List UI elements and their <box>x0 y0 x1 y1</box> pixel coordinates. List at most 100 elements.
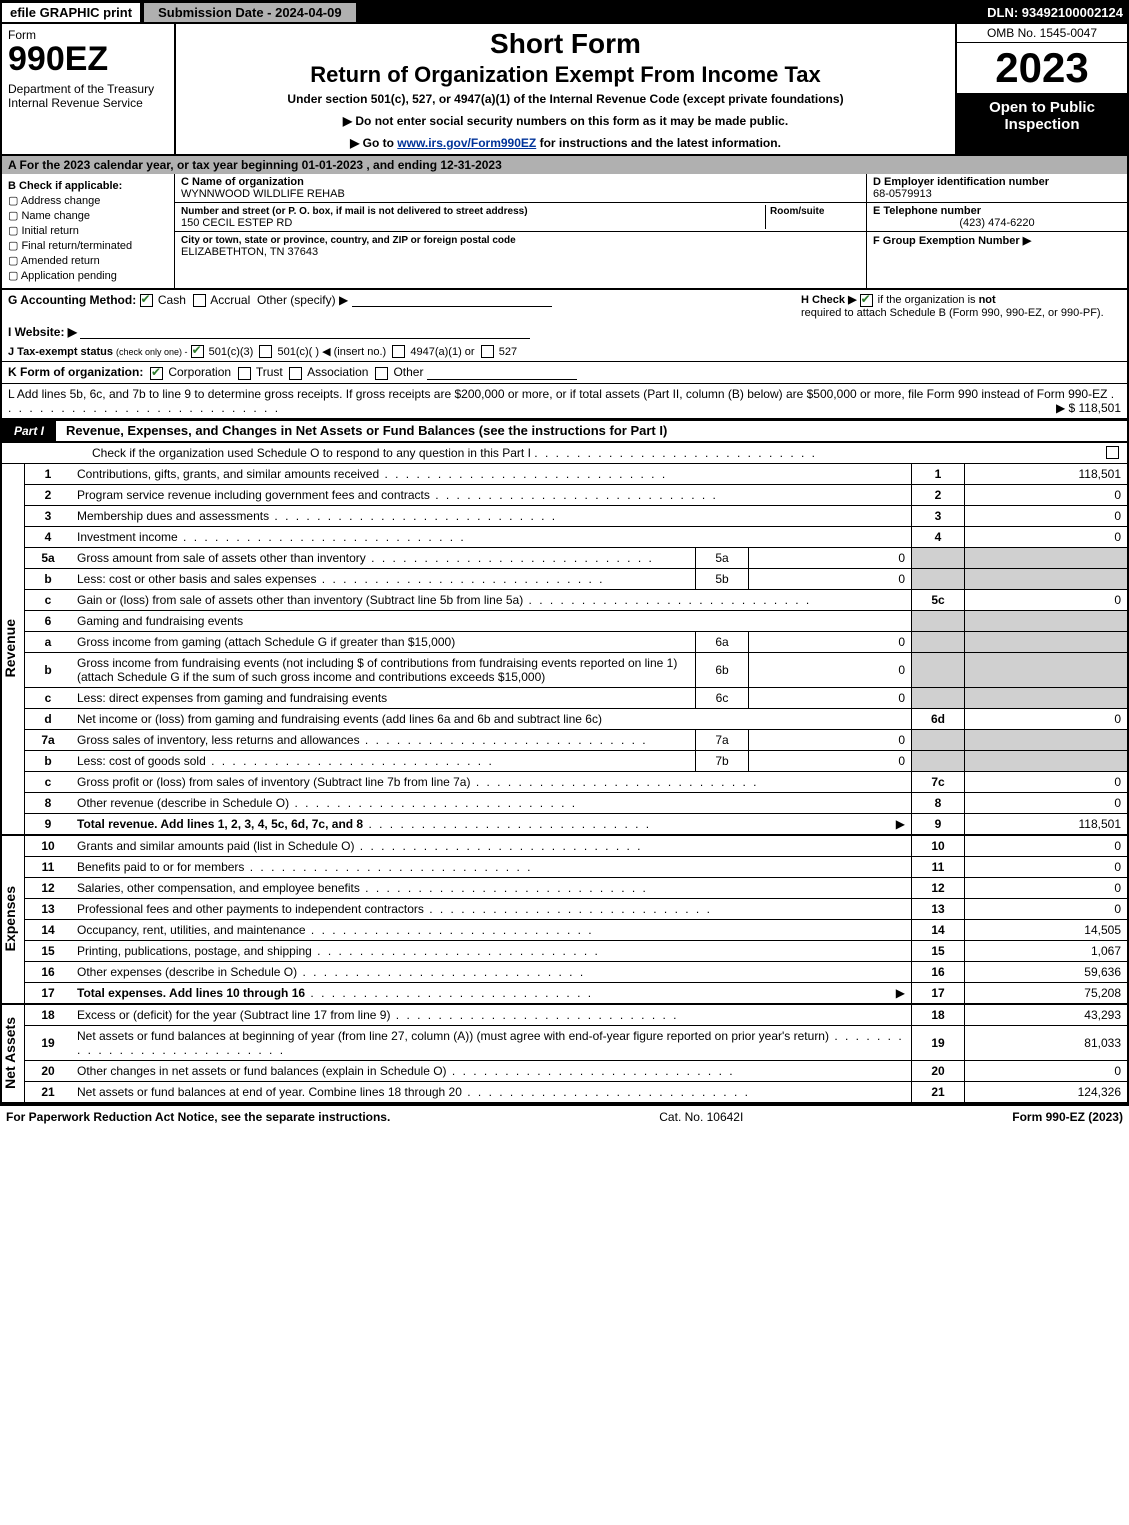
f-group-cap: F Group Exemption Number ▶ <box>873 235 1031 247</box>
g-accrual: Accrual <box>210 293 250 307</box>
header-left: Form 990EZ Department of the Treasury In… <box>2 24 176 154</box>
row-11: 11Benefits paid to or for members110 <box>1 856 1128 877</box>
val-18: 43,293 <box>965 1004 1129 1026</box>
sub-7b: 7b <box>696 750 749 771</box>
chk-trust[interactable] <box>238 367 251 380</box>
phone-value: (423) 474-6220 <box>873 217 1121 229</box>
chk-501c[interactable] <box>259 345 272 358</box>
k-other-blank[interactable] <box>427 367 577 380</box>
val-15: 1,067 <box>965 940 1129 961</box>
subval-5b: 0 <box>749 568 912 589</box>
val-6b-shade <box>965 652 1129 687</box>
form-header: Form 990EZ Department of the Treasury In… <box>0 24 1129 156</box>
num-2: 2 <box>912 484 965 505</box>
chk-501c3[interactable] <box>191 345 204 358</box>
desc-10: Grants and similar amounts paid (list in… <box>77 839 643 853</box>
chk-schedule-o[interactable] <box>1106 446 1119 459</box>
part-i-tag: Part I <box>2 421 56 441</box>
desc-12: Salaries, other compensation, and employ… <box>77 881 648 895</box>
num-11: 11 <box>912 856 965 877</box>
financial-table: Revenue 1 Contributions, gifts, grants, … <box>0 464 1129 1104</box>
city-cap: City or town, state or province, country… <box>181 235 516 246</box>
val-7b-shade <box>965 750 1129 771</box>
row-1: Revenue 1 Contributions, gifts, grants, … <box>1 464 1128 485</box>
num-6-shade <box>912 610 965 631</box>
num-5c: 5c <box>912 589 965 610</box>
chk-amended-return[interactable]: Amended return <box>8 254 168 267</box>
h-text2: required to attach Schedule B (Form 990,… <box>801 307 1104 319</box>
b-label: B Check if applicable: <box>8 180 168 192</box>
val-10: 0 <box>965 835 1129 857</box>
desc-18: Excess or (deficit) for the year (Subtra… <box>77 1008 679 1022</box>
under-section-text: Under section 501(c), 527, or 4947(a)(1)… <box>186 92 945 106</box>
street-address: 150 CECIL ESTEP RD <box>181 217 292 229</box>
desc-13: Professional fees and other payments to … <box>77 902 712 916</box>
row-5c: c Gain or (loss) from sale of assets oth… <box>1 589 1128 610</box>
room-cap: Room/suite <box>770 206 824 217</box>
chk-address-change[interactable]: Address change <box>8 194 168 207</box>
ln-11: 11 <box>25 856 72 877</box>
num-14: 14 <box>912 919 965 940</box>
chk-accrual[interactable] <box>193 294 206 307</box>
num-18: 18 <box>912 1004 965 1026</box>
val-14: 14,505 <box>965 919 1129 940</box>
desc-2: Program service revenue including govern… <box>77 488 718 502</box>
row-5b: b Less: cost or other basis and sales ex… <box>1 568 1128 589</box>
chk-application-pending[interactable]: Application pending <box>8 269 168 282</box>
desc-7c: Gross profit or (loss) from sales of inv… <box>77 775 759 789</box>
chk-527[interactable] <box>481 345 494 358</box>
desc-1: Contributions, gifts, grants, and simila… <box>77 467 667 481</box>
city-state-zip: ELIZABETHTON, TN 37643 <box>181 246 318 258</box>
num-21: 21 <box>912 1081 965 1103</box>
chk-corporation[interactable] <box>150 367 163 380</box>
ln-6c: c <box>25 687 72 708</box>
j-opt3: 527 <box>499 346 517 358</box>
irs-link[interactable]: www.irs.gov/Form990EZ <box>397 136 536 150</box>
val-5a-shade <box>965 547 1129 568</box>
chk-initial-return[interactable]: Initial return <box>8 224 168 237</box>
h-label: H Check ▶ <box>801 294 857 306</box>
dots-9 <box>363 817 651 831</box>
num-12: 12 <box>912 877 965 898</box>
val-5b-shade <box>965 568 1129 589</box>
val-6c-shade <box>965 687 1129 708</box>
desc-16: Other expenses (describe in Schedule O) <box>77 965 585 979</box>
num-16: 16 <box>912 961 965 982</box>
c-name-cap: C Name of organization <box>181 176 304 188</box>
street-cell: Number and street (or P. O. box, if mail… <box>175 203 866 232</box>
ln-20: 20 <box>25 1060 72 1081</box>
chk-other-org[interactable] <box>375 367 388 380</box>
city-cell: City or town, state or province, country… <box>175 232 866 260</box>
omb-number: OMB No. 1545-0047 <box>957 24 1127 43</box>
desc-15: Printing, publications, postage, and shi… <box>77 944 600 958</box>
chk-schedule-b[interactable] <box>860 294 873 307</box>
num-19: 19 <box>912 1025 965 1060</box>
footer-center: Cat. No. 10642I <box>659 1110 743 1124</box>
row-4: 4 Investment income 4 0 <box>1 526 1128 547</box>
chk-cash[interactable] <box>140 294 153 307</box>
row-10: Expenses 10 Grants and similar amounts p… <box>1 835 1128 857</box>
ln-21: 21 <box>25 1081 72 1103</box>
tax-year: 2023 <box>957 43 1127 93</box>
ln-3: 3 <box>25 505 72 526</box>
ln-14: 14 <box>25 919 72 940</box>
vlabel-netassets: Net Assets <box>2 1017 18 1089</box>
part-i-title: Revenue, Expenses, and Changes in Net As… <box>56 423 667 438</box>
ln-5b: b <box>25 568 72 589</box>
k-opt1: Trust <box>256 365 283 379</box>
row-g-h: G Accounting Method: Cash Accrual Other … <box>0 290 1129 322</box>
chk-4947[interactable] <box>392 345 405 358</box>
ln-5c: c <box>25 589 72 610</box>
website-blank[interactable] <box>80 326 530 339</box>
chk-final-return[interactable]: Final return/terminated <box>8 239 168 252</box>
header-mid: Short Form Return of Organization Exempt… <box>176 24 955 154</box>
num-10: 10 <box>912 835 965 857</box>
chk-association[interactable] <box>289 367 302 380</box>
g-other-blank[interactable] <box>352 294 552 307</box>
row-21: 21 Net assets or fund balances at end of… <box>1 1081 1128 1103</box>
dots-17 <box>305 986 593 1000</box>
val-9: 118,501 <box>965 813 1129 835</box>
efile-print-label[interactable]: efile GRAPHIC print <box>0 1 142 24</box>
chk-name-change[interactable]: Name change <box>8 209 168 222</box>
val-7c: 0 <box>965 771 1129 792</box>
